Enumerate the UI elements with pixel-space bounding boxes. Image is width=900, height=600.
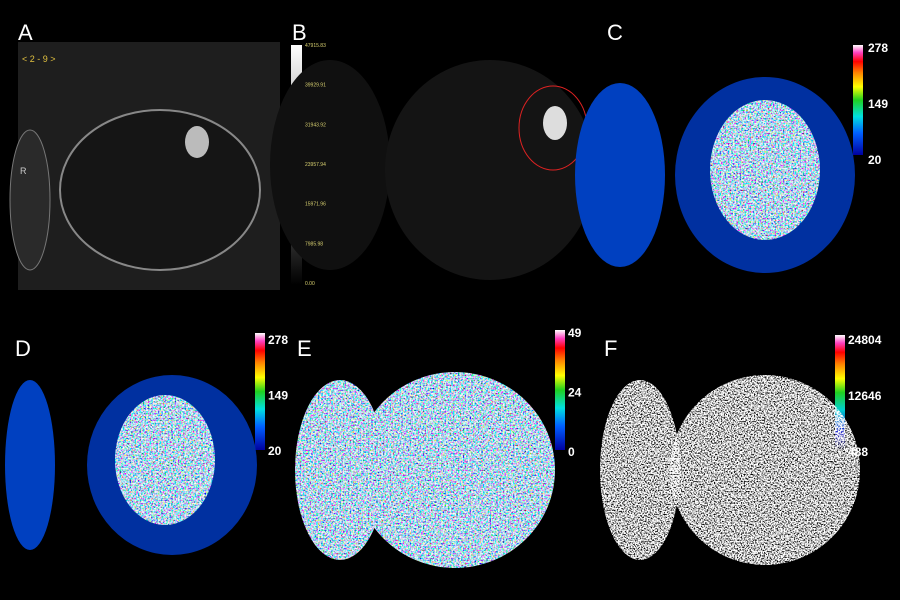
panel-label: F (604, 336, 617, 361)
colorbar-label: 12646 (848, 389, 882, 403)
panel-a (9, 42, 280, 290)
panel-d (5, 333, 265, 555)
colorbar-label: 24 (568, 386, 582, 400)
colorbar-label: 24804 (848, 333, 882, 347)
panel-label: E (297, 336, 312, 361)
panel-label: D (15, 336, 31, 361)
panel-c (575, 45, 863, 273)
colorbar-label: 149 (868, 97, 888, 111)
colorbar-label: 20 (268, 444, 282, 458)
colorbar-label: 278 (268, 333, 288, 347)
colorbar-label: 149 (268, 389, 288, 403)
limb (670, 375, 860, 565)
colorbar-label: 7985.98 (305, 241, 323, 247)
panel-label: C (607, 20, 623, 45)
colorbar-label: 49 (568, 326, 582, 340)
limb (575, 83, 665, 267)
colorbar-label: 39929.91 (305, 83, 326, 89)
panel-e (295, 330, 565, 568)
panel-b (270, 45, 595, 285)
limb (59, 109, 261, 271)
colorbar-label: 31943.92 (305, 122, 326, 128)
colorbar (255, 333, 265, 450)
muscle (710, 100, 820, 240)
limb (385, 60, 595, 280)
panel-label: B (292, 20, 307, 45)
colorbar-label: 47915.83 (305, 43, 326, 49)
limb (5, 380, 55, 550)
colorbar-label: 488 (848, 445, 868, 459)
colorbar-label: 15971.96 (305, 202, 326, 208)
limb (270, 60, 390, 270)
colorbar-label: 278 (868, 41, 888, 55)
limb (355, 372, 555, 568)
lesion (543, 106, 567, 140)
muscle (115, 395, 215, 525)
limb (600, 380, 680, 560)
colorbar-label: 0 (568, 445, 575, 459)
colorbar (555, 330, 565, 450)
colorbar (835, 335, 845, 450)
limb (9, 129, 51, 271)
side-label: R (20, 166, 27, 176)
panel-label: A (18, 20, 33, 45)
slice-label: < 2 - 9 > (22, 54, 56, 64)
limb (295, 380, 385, 560)
colorbar-label: 0.00 (305, 281, 315, 287)
colorbar (853, 45, 863, 155)
panel-f (600, 335, 860, 565)
colorbar-label: 20 (868, 153, 882, 167)
lesion (185, 126, 209, 158)
colorbar-label: 23957.94 (305, 162, 326, 168)
